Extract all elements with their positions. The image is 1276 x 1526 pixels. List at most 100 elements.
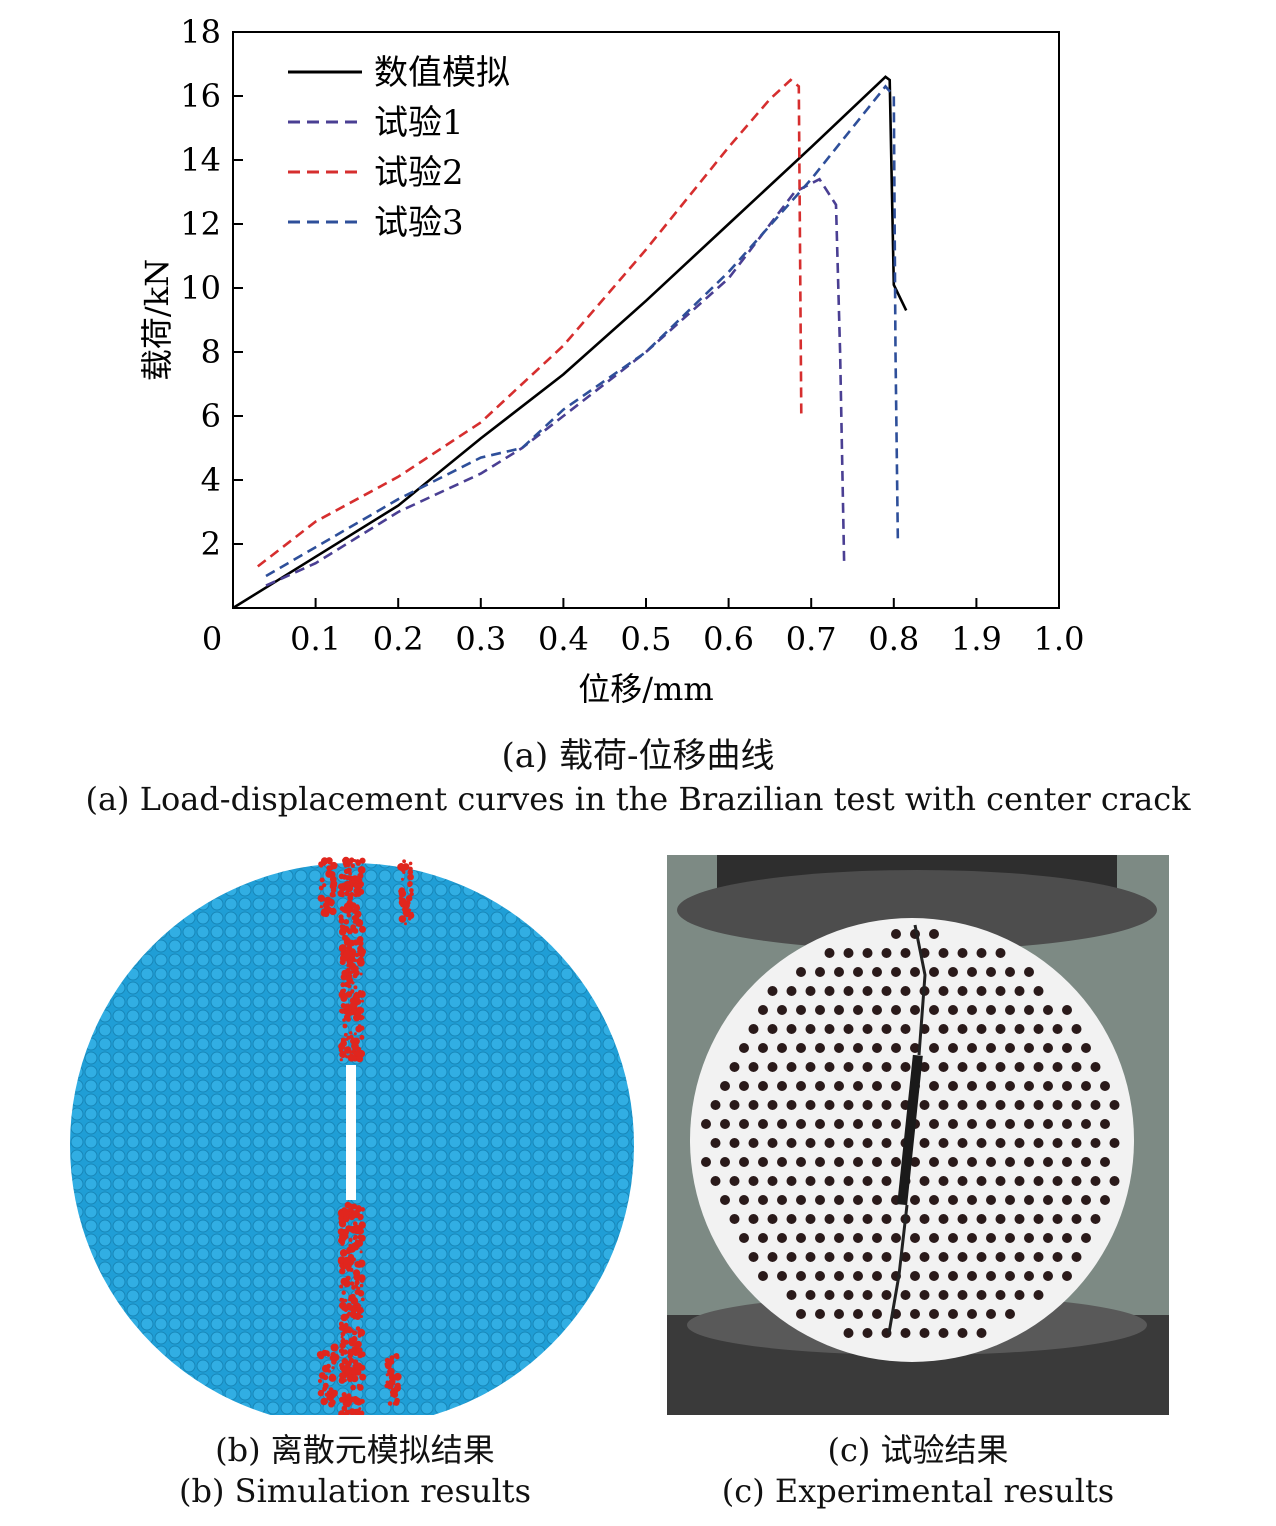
speckle-hole [834, 967, 844, 977]
y-tick-label: 18 [180, 13, 221, 51]
speckle-hole [948, 1005, 958, 1015]
speckle-hole [824, 1290, 835, 1300]
red-particle [348, 1329, 352, 1334]
red-particle [356, 861, 360, 865]
speckle-hole [1081, 1043, 1091, 1053]
red-particle [393, 1353, 400, 1359]
speckle-hole [957, 948, 968, 958]
red-particle [352, 1304, 356, 1309]
speckle-hole [1071, 1214, 1082, 1224]
red-particle [353, 992, 361, 1000]
speckle-hole [1033, 1100, 1044, 1110]
red-particle [341, 1392, 347, 1398]
speckle-holes [701, 929, 1120, 1338]
speckle-hole [919, 1176, 930, 1186]
speckle-hole [1081, 1157, 1091, 1167]
red-particle [339, 1342, 346, 1349]
speckle-hole [881, 1214, 892, 1224]
speckle-hole [1005, 1043, 1015, 1053]
speckle-hole [948, 1157, 958, 1167]
speckle-hole [1014, 1290, 1025, 1300]
red-particle [348, 871, 353, 876]
speckle-hole [796, 967, 806, 977]
speckle-hole [758, 1195, 768, 1205]
red-particle [355, 883, 363, 890]
red-particle [326, 1353, 330, 1357]
speckle-hole [986, 1233, 996, 1243]
red-particle [344, 1409, 351, 1416]
red-particle [343, 1279, 351, 1288]
x-tick-label: 1.0 [1034, 620, 1085, 658]
speckle-hole [910, 1309, 920, 1319]
red-particle [329, 871, 336, 878]
speckle-hole [986, 1119, 996, 1129]
speckle-hole [805, 1062, 816, 1072]
red-particle [352, 1269, 361, 1277]
speckle-hole [1014, 1176, 1025, 1186]
speckle-hole [995, 1024, 1006, 1034]
red-particle [359, 1263, 365, 1268]
red-particle [393, 1372, 402, 1381]
speckle-hole [796, 1271, 806, 1281]
speckle-hole [948, 1043, 958, 1053]
speckle-hole [729, 1062, 740, 1072]
red-particle [338, 1236, 346, 1245]
red-particle [330, 1351, 337, 1358]
red-particle [340, 1008, 346, 1014]
y-tick-label: 10 [180, 269, 221, 307]
speckle-hole [786, 986, 797, 996]
speckle-hole [1062, 1005, 1072, 1015]
y-tick-label: 4 [201, 461, 221, 499]
speckle-hole [957, 1138, 968, 1148]
red-particle [349, 1031, 353, 1035]
red-particle [353, 892, 358, 898]
speckle-hole [805, 1214, 816, 1224]
red-particle [344, 890, 350, 897]
red-particle [337, 1257, 345, 1265]
red-particle [343, 927, 348, 933]
red-particle [321, 908, 328, 915]
red-particle [325, 857, 333, 865]
speckle-hole [900, 1290, 911, 1300]
speckle-hole [701, 1119, 711, 1129]
red-particle [357, 1213, 364, 1221]
speckle-hole [843, 1176, 854, 1186]
red-particle [361, 1015, 365, 1020]
speckle-hole [938, 1252, 949, 1262]
red-particle [329, 898, 334, 903]
speckle-hole [1043, 1233, 1053, 1243]
speckle-hole [1043, 1043, 1053, 1053]
red-particle [389, 1390, 394, 1395]
speckle-hole [891, 1043, 901, 1053]
red-particle [348, 1408, 356, 1416]
red-particle [342, 1023, 348, 1029]
speckle-hole [739, 1233, 749, 1243]
red-particle [319, 905, 323, 909]
speckle-hole [929, 1233, 939, 1243]
plot-frame [232, 31, 1060, 609]
y-tick-label: 16 [180, 77, 221, 115]
red-particle [409, 891, 414, 897]
red-particle [341, 969, 349, 977]
speckle-hole [777, 1043, 787, 1053]
speckle-hole [1043, 1081, 1053, 1091]
speckle-hole [872, 1195, 882, 1205]
series-line-1 [232, 75, 908, 610]
axis-ticks: 0.1 0.2 0.3 0.4 0.5 0.6 0.7 0.8 1.9 1.0 2 4 6 8 10 12 14… [180, 13, 1084, 658]
series-line-2 [265, 177, 846, 587]
speckle-hole [976, 1176, 987, 1186]
red-particle [352, 1396, 359, 1403]
red-particle [360, 1308, 364, 1313]
speckle-hole [786, 1176, 797, 1186]
speckle-hole [862, 986, 873, 996]
speckle-hole [824, 1138, 835, 1148]
speckle-hole [1109, 1100, 1120, 1110]
speckle-hole [834, 1157, 844, 1167]
red-particle [358, 1228, 365, 1235]
speckle-hole [881, 948, 892, 958]
speckle-hole [796, 1233, 806, 1243]
speckle-hole [834, 1005, 844, 1015]
red-particle [354, 1368, 362, 1376]
red-particle [351, 981, 355, 985]
speckle-hole [786, 1024, 797, 1034]
